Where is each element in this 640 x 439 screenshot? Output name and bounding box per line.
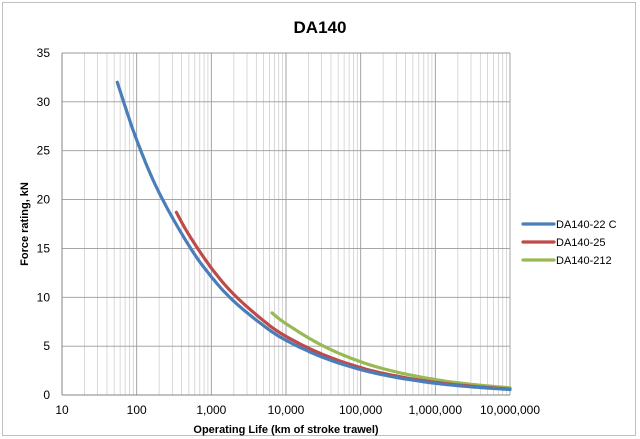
x-tick-label: 1,000 xyxy=(196,403,226,417)
y-axis-title: Force rating, kN xyxy=(19,182,31,266)
legend-label: DA140-212 xyxy=(556,255,612,267)
x-axis-title: Operating Life (km of stroke trawel) xyxy=(193,424,379,436)
x-tick-labels: 10 100 1,000 10,000 100,000 1,000,000 10,000,0… xyxy=(55,403,540,417)
y-tick-label: 20 xyxy=(37,193,51,207)
series-lines xyxy=(115,80,512,392)
x-tick-label: 100 xyxy=(127,403,147,417)
x-tick-label: 1,000,000 xyxy=(409,403,463,417)
y-tick-label: 35 xyxy=(37,46,51,60)
y-tick-label: 10 xyxy=(37,290,51,304)
legend-label: DA140-22 C xyxy=(556,219,617,231)
y-tick-label: 25 xyxy=(37,144,51,158)
x-tick-label: 10 xyxy=(55,403,69,417)
y-tick-label: 15 xyxy=(37,241,51,255)
series-line-1 xyxy=(115,80,512,392)
x-tick-label: 10,000,000 xyxy=(480,403,540,417)
chart-title: DA140 xyxy=(294,18,347,37)
legend-label: DA140-25 xyxy=(556,237,606,249)
axes xyxy=(61,53,510,396)
series-line-3 xyxy=(270,311,512,390)
x-tick-label: 100,000 xyxy=(339,403,383,417)
y-tick-label: 5 xyxy=(43,339,50,353)
x-tick-label: 10,000 xyxy=(268,403,305,417)
y-tick-label: 30 xyxy=(37,95,51,109)
y-tick-labels: 0 5 10 15 20 25 30 35 xyxy=(37,46,51,402)
legend: DA140-22 C DA140-25 DA140-212 xyxy=(521,219,617,267)
y-tick-label: 0 xyxy=(43,388,50,402)
